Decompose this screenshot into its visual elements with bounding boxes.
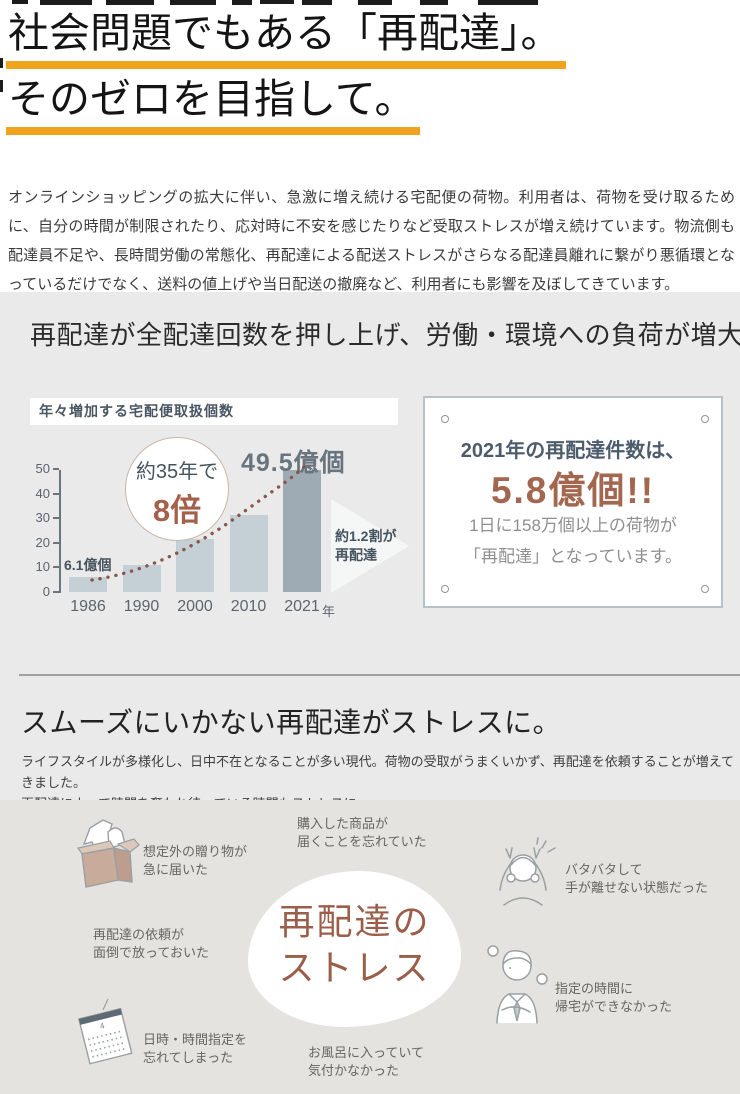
y-axis-tick-label: 20 [35, 534, 50, 550]
stat-card-desc-line1: 1日に158万個以上の荷物が [469, 516, 677, 535]
x-axis-label-1986: 1986 [70, 598, 106, 615]
y-axis-tick-mark [53, 541, 59, 544]
x-axis-label-1990: 1990 [123, 598, 160, 615]
bar-1990 [122, 564, 161, 592]
growth-annotation-line1: 約35年で [135, 461, 219, 483]
intro-paragraph: オンラインショッピングの拡大に伴い、急激に増え続ける宅配便の荷物。利用者は、荷物… [8, 189, 735, 293]
screw-icon [701, 585, 709, 593]
trend-dotted-curve [90, 463, 308, 582]
y-axis-tick-label: 50 [35, 461, 50, 476]
screw-icon [441, 585, 449, 593]
y-axis-tick-mark [53, 591, 59, 593]
worried-person-icon [487, 945, 548, 1024]
bar-2010 [229, 514, 268, 592]
redelivery-share-label: 約1.2割が 再配達 [335, 527, 396, 565]
y-axis-tick-label: 0 [42, 584, 50, 599]
bar-2021 [283, 470, 321, 592]
stress-item-forgot-order: 購入した商品が 届くことを忘れていた [297, 816, 427, 849]
stat-card-desc-line2: 「再配達」となっています。 [464, 547, 682, 566]
stress-item-in-bath: お風呂に入っていて 気付かなかった [308, 1045, 424, 1078]
screw-icon [441, 415, 449, 423]
x-axis-label-2010: 2010 [230, 598, 267, 615]
parcel-box-icon [77, 819, 140, 888]
stress-item-unexpected-gift: 想定外の贈り物が 急に届いた [143, 844, 248, 877]
stress-item-busy-hands: バタバタして 手が離せない状態だった [565, 862, 709, 895]
y-axis-tick-mark [53, 566, 59, 569]
stress-center-line2: ストレス [278, 947, 431, 988]
stress-section-heading: スムーズにいかない再配達がストレスに。 [21, 707, 562, 738]
y-axis-tick-label: 40 [35, 485, 50, 501]
impact-section-heading: 再配達が全配達回数を押し上げ、労働・環境への負荷が増大 [30, 320, 740, 350]
stat-card-description: 1日に158万個以上の荷物が 「再配達」となっています。 [425, 510, 721, 572]
stress-center-bubble: 再配達の ストレス [248, 871, 461, 1027]
y-axis-tick-label: 30 [35, 510, 50, 526]
chart-y-axis-line [59, 470, 61, 593]
page-title-line2: そのゼロを目指して。 [6, 74, 420, 135]
y-axis-tick-label: 10 [35, 559, 50, 575]
bar-1986 [69, 576, 107, 592]
screw-icon [701, 415, 709, 423]
calendar-icon: 4 [77, 998, 133, 1065]
x-axis-label-2021: 2021 [284, 598, 320, 615]
chart-x-axis-unit: 年 [322, 604, 336, 619]
page-title-line1: 社会問題でもある「再配達」。 [6, 8, 566, 69]
frustrated-person-icon [499, 837, 556, 906]
y-axis-tick-mark [53, 468, 59, 470]
stat-card-title: 2021年の再配達件数は、 [460, 440, 686, 462]
y-axis-tick-mark [53, 492, 59, 495]
redelivery-share-line2: 再配達 [335, 547, 377, 563]
stress-item-left-request: 再配達の依頼が 面倒で放っておいた [93, 927, 209, 960]
section-divider [19, 674, 740, 676]
stress-item-late-home: 指定の時間に 帰宅ができなかった [555, 981, 673, 1014]
redelivery-share-line1: 約1.2割が [335, 528, 397, 544]
bar-2000 [176, 539, 214, 592]
redelivery-stat-card: 2021年の再配達件数は、 5.8億個!! 1日に158万個以上の荷物が 「再配… [423, 396, 723, 608]
y-axis-tick-mark [53, 517, 59, 520]
chart-title-bar: 年々増加する宅配便取扱個数 [30, 398, 398, 425]
calendar-month: 4 [99, 1021, 106, 1031]
x-axis-label-2000: 2000 [177, 598, 213, 615]
growth-annotation-line2: 8倍 [152, 493, 202, 528]
stat-card-value: 5.8億個!! [490, 470, 656, 511]
stress-body-line1: ライフスタイルが多様化し、日中不在となることが多い現代。荷物の受取がうまくいかず… [21, 754, 735, 790]
peak-bar-value-label: 49.5億個 [241, 449, 346, 477]
stress-center-line1: 再配達の [278, 901, 431, 942]
redelivery-share-arrow-icon [331, 499, 409, 593]
growth-annotation-badge: 約35年で 8倍 [125, 437, 229, 541]
stress-item-forgot-schedule: 日時・時間指定を 忘れてしまった [143, 1032, 248, 1065]
first-bar-value-label: 6.1億個 [64, 557, 112, 573]
